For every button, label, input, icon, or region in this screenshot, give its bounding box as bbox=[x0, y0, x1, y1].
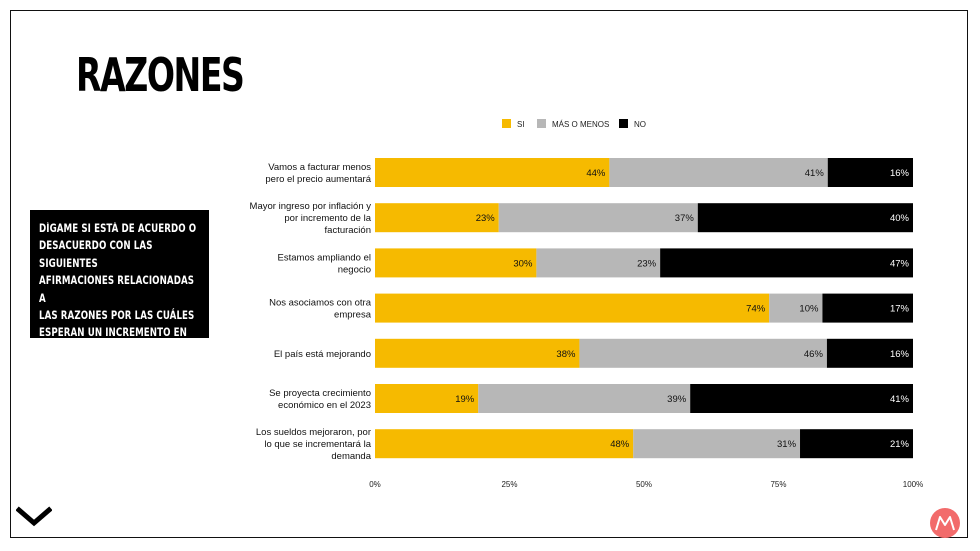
data-label: 16% bbox=[890, 349, 910, 360]
bar-segment bbox=[478, 384, 691, 413]
legend-label: NO bbox=[634, 120, 646, 129]
data-label: 74% bbox=[746, 304, 766, 315]
x-tick-label: 50% bbox=[636, 480, 652, 489]
question-box: DÍGAME SI ESTÁ DE ACUERDO O DESACUERDO C… bbox=[30, 210, 209, 374]
bar-segment bbox=[375, 293, 770, 323]
bar-segment bbox=[827, 158, 913, 187]
category-label: Se proyecta crecimiento bbox=[269, 388, 371, 399]
page-title: RAZONES bbox=[76, 48, 245, 102]
category-label: económico en el 2023 bbox=[278, 400, 371, 411]
data-label: 39% bbox=[667, 394, 687, 405]
category-label: Nos asociamos con otra bbox=[269, 298, 372, 309]
category-label: Mayor ingreso por inflación y bbox=[250, 201, 372, 212]
bar-segment bbox=[579, 338, 827, 368]
m-brand-logo-icon bbox=[930, 508, 960, 538]
bar-segment bbox=[375, 248, 537, 278]
category-label: Los sueldos mejoraron, por bbox=[256, 427, 371, 438]
question-line: DÍGAME SI ESTÁ DE ACUERDO O bbox=[39, 222, 197, 235]
data-label: 48% bbox=[610, 439, 630, 450]
bar-segment bbox=[690, 384, 913, 413]
data-label: 47% bbox=[890, 258, 910, 269]
data-label: 17% bbox=[890, 304, 910, 315]
bar-segment bbox=[826, 338, 913, 368]
legend-swatch bbox=[619, 119, 628, 128]
x-tick-label: 0% bbox=[369, 480, 381, 489]
category-label: lo que se incrementará la bbox=[264, 439, 371, 450]
bar-segment bbox=[375, 338, 580, 368]
data-label: 30% bbox=[513, 258, 533, 269]
logo-m-glyph bbox=[935, 516, 955, 531]
bar-segment bbox=[633, 429, 801, 459]
bar-segment bbox=[800, 429, 913, 459]
legend-label: SI bbox=[517, 120, 525, 129]
data-label: 41% bbox=[890, 394, 910, 405]
category-label: por incremento de la bbox=[284, 213, 371, 224]
bar-segment bbox=[375, 203, 499, 233]
question-text: DÍGAME SI ESTÁ DE ACUERDO O DESACUERDO C… bbox=[39, 220, 202, 377]
category-label: Estamos ampliando el bbox=[278, 252, 371, 263]
category-label: negocio bbox=[338, 264, 371, 275]
category-label: facturación bbox=[325, 225, 371, 236]
bar-segment bbox=[822, 293, 913, 323]
bar-segment bbox=[375, 158, 610, 187]
bar-segment bbox=[697, 203, 913, 233]
category-label: El país está mejorando bbox=[274, 349, 371, 360]
question-line: LAS RAZONES POR LAS CUÁLES bbox=[39, 309, 195, 323]
chevron-down-icon[interactable] bbox=[16, 506, 52, 528]
legend-swatch bbox=[502, 119, 511, 128]
bar-segment bbox=[536, 248, 661, 278]
category-label: Vamos a facturar menos bbox=[268, 162, 371, 173]
x-tick-label: 75% bbox=[770, 480, 786, 489]
data-label: 38% bbox=[556, 349, 576, 360]
legend-label: MÁS O MENOS bbox=[552, 120, 609, 129]
data-label: 37% bbox=[675, 213, 695, 224]
data-label: 41% bbox=[805, 168, 825, 179]
category-label: empresa bbox=[334, 310, 372, 321]
data-label: 46% bbox=[804, 349, 824, 360]
question-line: DESACUERDO CON LAS SIGUIENTES bbox=[39, 239, 153, 270]
question-line: FACTURACIÓN PARA EL 2023: bbox=[39, 361, 184, 375]
x-tick-label: 25% bbox=[501, 480, 517, 489]
x-tick-label: 100% bbox=[903, 480, 923, 489]
question-line: ESPERAN UN INCREMENTO EN LA bbox=[39, 326, 187, 357]
bar-segment bbox=[660, 248, 913, 278]
data-label: 44% bbox=[586, 168, 606, 179]
category-label: demanda bbox=[331, 451, 371, 462]
category-label: pero el precio aumentará bbox=[265, 174, 371, 185]
legend-swatch bbox=[537, 119, 546, 128]
bar-segment bbox=[769, 293, 823, 323]
data-label: 19% bbox=[455, 394, 475, 405]
bar-segment bbox=[375, 429, 634, 459]
data-label: 10% bbox=[799, 304, 819, 315]
bar-segment bbox=[609, 158, 828, 187]
bar-segment bbox=[375, 384, 479, 413]
data-label: 16% bbox=[890, 168, 910, 179]
data-label: 40% bbox=[890, 213, 910, 224]
question-line: AFIRMACIONES RELACIONADAS A bbox=[39, 274, 195, 305]
data-label: 23% bbox=[476, 213, 496, 224]
data-label: 23% bbox=[637, 258, 657, 269]
bar-segment bbox=[498, 203, 698, 233]
data-label: 31% bbox=[777, 439, 797, 450]
data-label: 21% bbox=[890, 439, 910, 450]
